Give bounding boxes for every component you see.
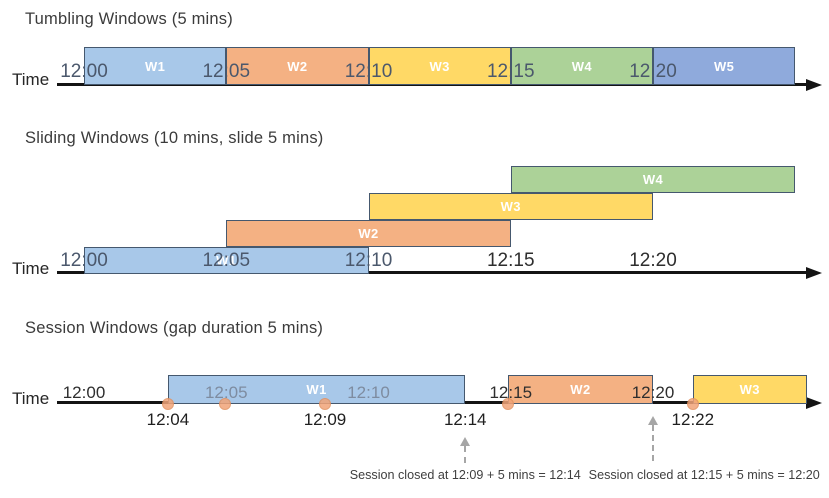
sliding-section-title: Sliding Windows (10 mins, slide 5 mins) bbox=[25, 129, 324, 147]
tick-label: 12:00 bbox=[62, 383, 106, 402]
window-label: W1 bbox=[306, 382, 327, 397]
window-box-w5: W5 bbox=[653, 47, 796, 85]
window-label: W2 bbox=[358, 226, 379, 241]
tick-label: 12:15 bbox=[489, 383, 533, 402]
dashed-arrow-icon bbox=[648, 416, 658, 461]
tick-label: 12:05 bbox=[202, 250, 251, 271]
time-axis-label: Time bbox=[12, 389, 50, 408]
window-label: W3 bbox=[429, 58, 450, 74]
timeline bbox=[57, 271, 810, 274]
window-label: W3 bbox=[739, 382, 760, 397]
tick-label: 12:05 bbox=[204, 383, 248, 402]
window-box-w4: W4 bbox=[510, 166, 796, 193]
timeline-arrowhead-icon bbox=[806, 266, 822, 279]
event-dot bbox=[501, 398, 514, 410]
window-box-w1: W1 bbox=[84, 247, 369, 274]
window-label: W2 bbox=[287, 58, 308, 74]
tick-label: 12:20 bbox=[629, 61, 677, 82]
event-dot bbox=[686, 398, 699, 410]
arrow-stem bbox=[652, 425, 654, 461]
dashed-arrow-icon bbox=[460, 437, 471, 463]
tick-label: 12:05 bbox=[202, 61, 251, 82]
window-label: W1 bbox=[144, 58, 166, 74]
timeline-arrowhead-icon bbox=[806, 396, 822, 409]
event-dot bbox=[219, 398, 232, 410]
callout-text: Session closed at 12:09 + 5 mins = 12:14 bbox=[349, 468, 581, 482]
event-time-label: 12:04 bbox=[146, 410, 190, 429]
time-axis-label: Time bbox=[12, 259, 50, 278]
tick-label: 12:10 bbox=[344, 61, 393, 82]
tick-label: 12:15 bbox=[486, 61, 535, 82]
callout-text: Session closed at 12:15 + 5 mins = 12:20 bbox=[588, 468, 820, 482]
timeline-arrowhead-icon bbox=[806, 78, 822, 91]
tick-label: 12:00 bbox=[60, 61, 108, 82]
window-box-w3: W3 bbox=[368, 47, 511, 85]
arrowhead-up-icon bbox=[648, 416, 658, 425]
tick-label: 12:15 bbox=[486, 250, 535, 271]
event-dot bbox=[318, 398, 331, 410]
window-box-w2: W2 bbox=[507, 375, 653, 404]
tick-label: 12:10 bbox=[347, 383, 390, 402]
window-label: W4 bbox=[571, 58, 593, 74]
session-section-title: Session Windows (gap duration 5 mins) bbox=[25, 319, 324, 337]
window-box-w1: W1 bbox=[84, 47, 227, 85]
window-box-w3: W3 bbox=[692, 375, 807, 404]
arrow-stem bbox=[464, 446, 467, 463]
event-time-label: 12:22 bbox=[671, 410, 715, 429]
window-box-w2: W2 bbox=[226, 220, 511, 247]
event-time-label: 12:14 bbox=[443, 410, 487, 429]
tick-label: 12:20 bbox=[629, 250, 677, 271]
window-label: W2 bbox=[570, 382, 591, 397]
window-label: W1 bbox=[216, 253, 237, 268]
tick-label: 12:20 bbox=[631, 383, 675, 402]
tick-label: 12:10 bbox=[344, 250, 393, 271]
event-dot bbox=[161, 398, 174, 410]
window-label: W5 bbox=[713, 58, 735, 74]
tick-label: 12:00 bbox=[60, 250, 108, 271]
window-box-w4: W4 bbox=[510, 47, 653, 85]
event-time-label: 12:09 bbox=[303, 410, 347, 429]
tumbling-section-title: Tumbling Windows (5 mins) bbox=[25, 10, 233, 28]
arrowhead-up-icon bbox=[460, 437, 471, 446]
window-box-w3: W3 bbox=[368, 193, 653, 220]
window-label: W4 bbox=[642, 172, 664, 187]
window-label: W3 bbox=[500, 199, 521, 214]
window-box-w1: W1 bbox=[167, 375, 466, 404]
time-axis-label: Time bbox=[12, 70, 50, 89]
window-box-w2: W2 bbox=[226, 47, 369, 85]
